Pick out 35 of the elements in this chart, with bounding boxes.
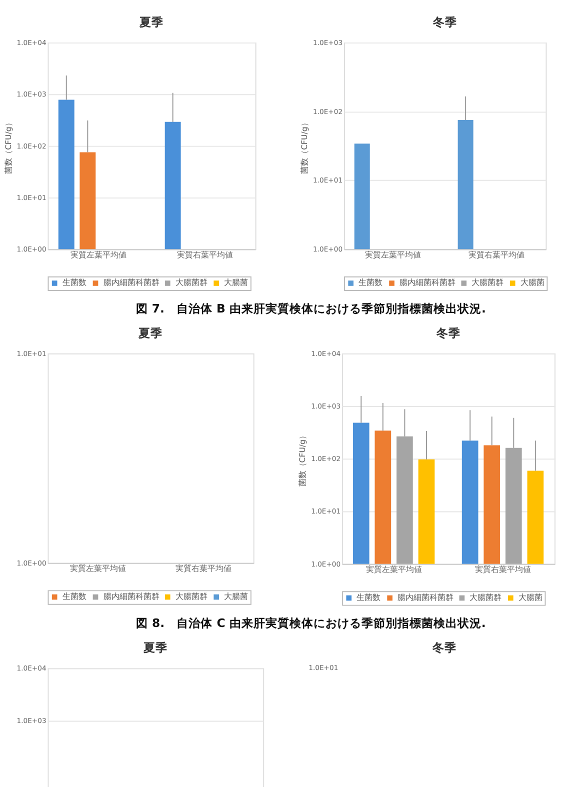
legend-label: 腸内細菌科菌群 [103,278,160,288]
x-tick-label: 実質右葉平均値 [176,250,233,260]
legend-label: 大腸菌 [520,278,544,288]
legend-label: 大腸菌群 [175,592,208,601]
chart-title: 夏季 [138,326,163,340]
y-axis-title: 菌数（CFU/g） [298,432,308,487]
legend-label: 生菌数 [358,278,383,288]
legend-label: 生菌数 [62,592,86,601]
y-axis-title: 菌数（CFU/g） [300,118,310,174]
chart-title: 夏季 [142,640,168,655]
legend-label: 腸内細菌科菌群 [398,592,454,602]
chart-title: 冬季 [432,14,457,29]
legend-label: 大腸菌群 [470,592,502,602]
legend-label: 腸内細菌科菌群 [400,278,456,288]
x-tick-label: 実質右葉平均値 [474,565,531,574]
x-tick-label: 実質右葉平均値 [175,564,232,574]
legend-label: 生菌数 [356,592,381,602]
text: 冬季 [431,640,456,655]
legend-label: 大腸菌 [224,278,248,288]
chart-title: 夏季 [138,14,164,29]
x-tick-label: 実質左葉平均値 [366,565,422,574]
legend-label: 大腸菌 [224,592,248,601]
x-tick-label: 実質左葉平均値 [70,250,126,260]
y-axis-title: 菌数（CFU/g） [4,118,13,174]
caption: 図 7. 自治体 B 由来肝実質検体における季節別指標菌検出状況. [136,301,486,316]
x-tick-label: 実質左葉平均値 [365,250,422,260]
x-tick-label: 実質右葉平均値 [468,250,525,260]
legend-label: 腸内細菌科菌群 [103,592,160,601]
caption: 図 8. 自治体 C 由来肝実質検体における季節別指標菌検出状況. [136,616,486,630]
legend-label: 大腸菌 [518,592,542,602]
legend-label: 生菌数 [62,278,86,288]
legend-label: 大腸菌群 [472,278,504,288]
chart-title: 冬季 [435,326,460,340]
legend-label: 大腸菌群 [175,278,208,288]
x-tick-label: 実質左葉平均値 [70,564,126,574]
